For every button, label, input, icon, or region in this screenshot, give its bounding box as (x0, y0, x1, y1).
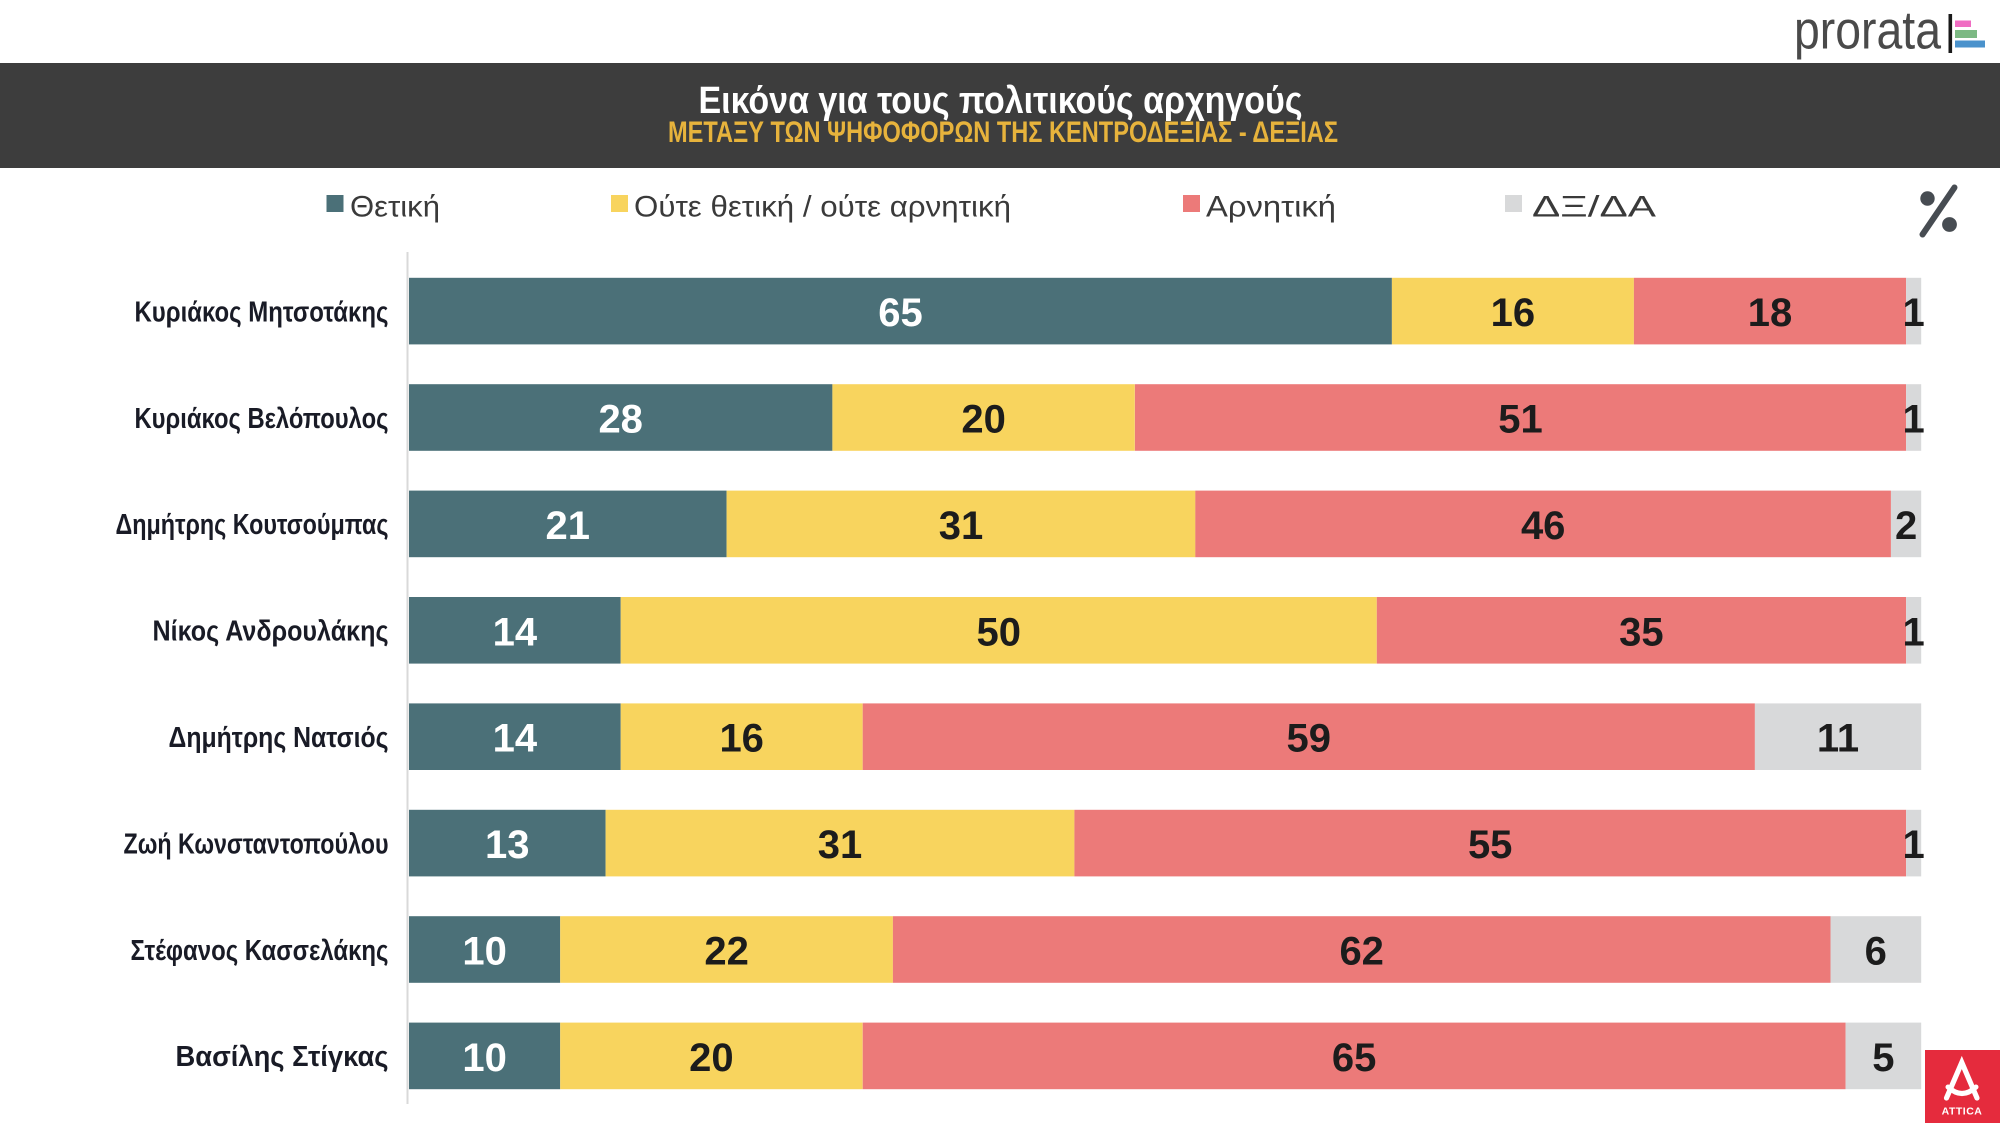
svg-text:16: 16 (719, 717, 764, 761)
svg-text:14: 14 (493, 717, 538, 761)
svg-text:1: 1 (1902, 823, 1924, 867)
svg-text:prorata: prorata (1794, 1, 1942, 61)
svg-text:6: 6 (1865, 930, 1887, 974)
svg-text:Ούτε θετική / ούτε αρνητική: Ούτε θετική / ούτε αρνητική (634, 191, 1011, 224)
svg-text:18: 18 (1748, 291, 1793, 335)
svg-text:Νίκος Ανδρουλάκης: Νίκος Ανδρουλάκης (153, 616, 389, 648)
svg-text:62: 62 (1339, 930, 1384, 974)
svg-text:10: 10 (462, 1036, 507, 1080)
svg-text:20: 20 (961, 398, 1006, 442)
svg-text:Θετική: Θετική (350, 191, 440, 224)
svg-text:20: 20 (689, 1036, 734, 1080)
svg-text:Αρνητική: Αρνητική (1206, 191, 1336, 224)
svg-text:22: 22 (704, 930, 749, 974)
svg-text:Στέφανος Κασσελάκης: Στέφανος Κασσελάκης (131, 935, 389, 967)
svg-text:1: 1 (1902, 610, 1924, 654)
svg-text:16: 16 (1491, 291, 1536, 335)
svg-text:2: 2 (1895, 504, 1917, 548)
svg-text:55: 55 (1468, 823, 1513, 867)
svg-text:21: 21 (546, 504, 591, 548)
svg-text:Δημήτρης Νατσιός: Δημήτρης Νατσιός (169, 722, 389, 754)
svg-text:Εικόνα για τους πολιτικούς αρχ: Εικόνα για τους πολιτικούς αρχηγούς (699, 80, 1303, 122)
svg-text:5: 5 (1872, 1036, 1894, 1080)
svg-text:ΔΞ/ΔΑ: ΔΞ/ΔΑ (1532, 191, 1656, 224)
svg-text:50: 50 (977, 610, 1022, 654)
svg-text:1: 1 (1902, 398, 1924, 442)
svg-text:14: 14 (493, 610, 538, 654)
svg-text:59: 59 (1287, 717, 1332, 761)
svg-text:28: 28 (598, 398, 643, 442)
svg-text:65: 65 (878, 291, 923, 335)
svg-text:Ζωή Κωνσταντοπούλου: Ζωή Κωνσταντοπούλου (124, 828, 389, 860)
svg-text:Βασίλης Στίγκας: Βασίλης Στίγκας (176, 1041, 389, 1073)
svg-text:13: 13 (485, 823, 530, 867)
svg-text:11: 11 (1817, 717, 1859, 761)
svg-text:ATTICA: ATTICA (1942, 1106, 1983, 1118)
svg-text:51: 51 (1498, 398, 1543, 442)
svg-text:Κυριάκος Μητσοτάκης: Κυριάκος Μητσοτάκης (135, 296, 389, 328)
svg-text:31: 31 (939, 504, 984, 548)
svg-text:35: 35 (1619, 610, 1664, 654)
svg-text:46: 46 (1521, 504, 1566, 548)
svg-text:ΜΕΤΑΞΥ ΤΩΝ ΨΗΦΟΦΟΡΩΝ ΤΗΣ ΚΕΝΤΡ: ΜΕΤΑΞΥ ΤΩΝ ΨΗΦΟΦΟΡΩΝ ΤΗΣ ΚΕΝΤΡΟΔΕΞΙΑΣ - … (668, 116, 1338, 149)
svg-text:1: 1 (1902, 291, 1924, 335)
svg-text:Κυριάκος Βελόπουλος: Κυριάκος Βελόπουλος (135, 403, 389, 435)
svg-text:Δημήτρης Κουτσούμπας: Δημήτρης Κουτσούμπας (116, 509, 389, 541)
svg-text:10: 10 (462, 930, 507, 974)
svg-text:31: 31 (818, 823, 863, 867)
svg-text:65: 65 (1332, 1036, 1377, 1080)
